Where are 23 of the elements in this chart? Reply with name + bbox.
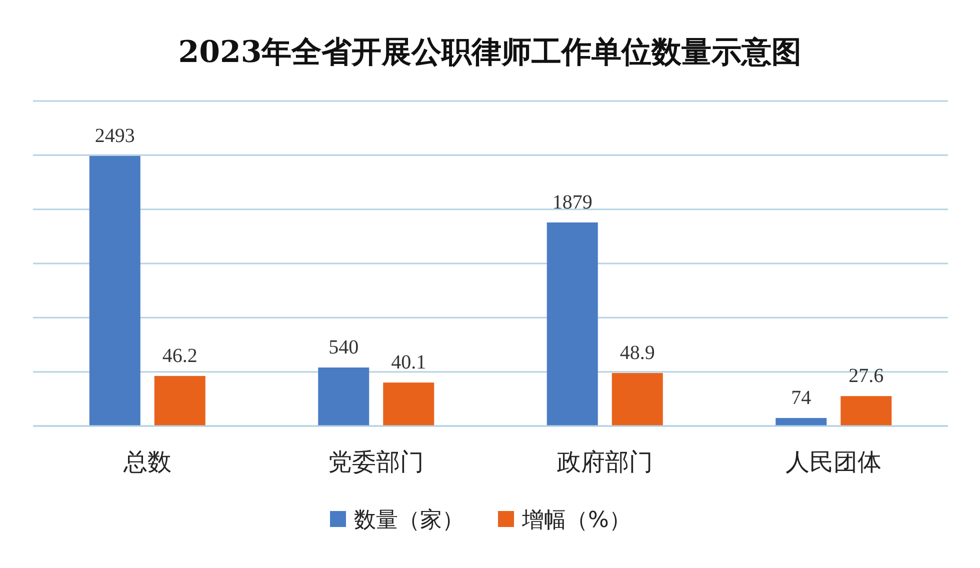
bar	[318, 368, 370, 426]
data-label: 40.1	[391, 352, 426, 374]
bar	[546, 222, 598, 426]
bar	[89, 156, 140, 426]
chart-title: 2023年全省开展公职律师工作单位数量示意图	[178, 35, 802, 70]
data-label: 1879	[552, 191, 592, 214]
legend-label: 数量（家）	[354, 508, 464, 533]
x-tick-label: 总数	[122, 448, 172, 476]
x-tick-label: 党委部门	[328, 448, 424, 476]
data-label: 27.6	[848, 365, 884, 388]
x-tick-label: 人民团体	[786, 448, 882, 476]
x-tick-label: 政府部门	[556, 448, 653, 476]
data-label: 48.9	[620, 342, 655, 364]
data-label: 540	[328, 336, 359, 358]
bar	[612, 373, 663, 426]
legend-label: 增幅（%）	[521, 508, 631, 533]
bar	[840, 396, 892, 426]
data-label: 46.2	[162, 344, 198, 367]
data-label: 2493	[94, 124, 135, 147]
bar	[154, 376, 206, 426]
bar	[383, 382, 434, 426]
bar	[776, 418, 827, 426]
data-label: 74	[791, 386, 812, 409]
